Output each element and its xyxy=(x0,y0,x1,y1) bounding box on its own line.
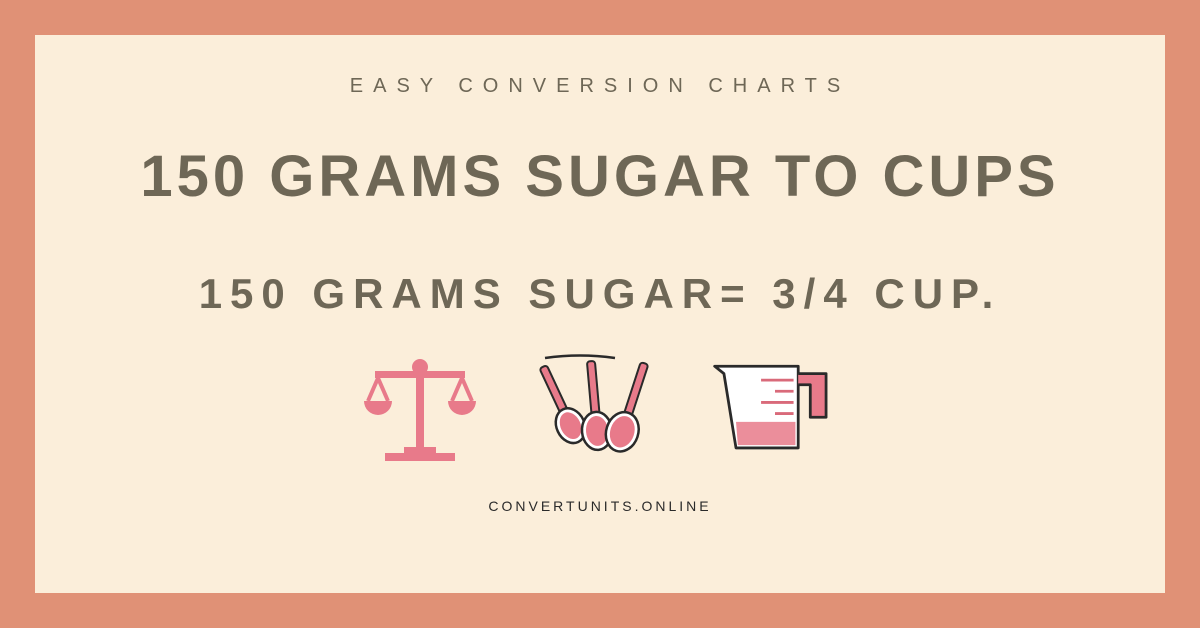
main-title: 150 GRAMS SUGAR TO CUPS xyxy=(140,143,1059,210)
conversion-result: 150 GRAMS SUGAR= 3/4 CUP. xyxy=(199,270,1002,318)
subtitle: EASY CONVERSION CHARTS xyxy=(350,75,850,98)
scale-icon xyxy=(360,353,480,463)
footer-url: CONVERTUNITS.ONLINE xyxy=(488,498,711,514)
icon-row xyxy=(360,353,840,463)
spoons-icon xyxy=(525,353,665,463)
conversion-card: EASY CONVERSION CHARTS 150 GRAMS SUGAR T… xyxy=(35,35,1165,593)
cup-icon xyxy=(710,353,840,463)
